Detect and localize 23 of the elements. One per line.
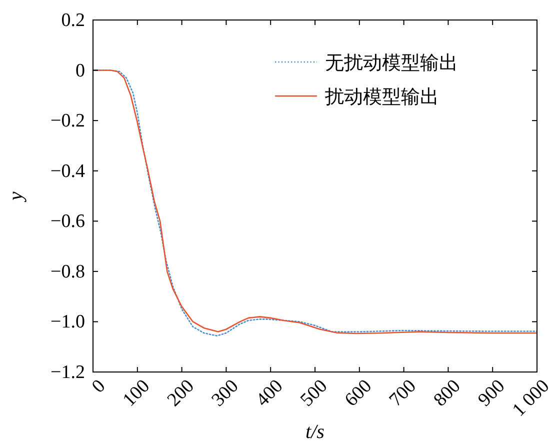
y-tick-label: 0.2 [61,10,85,31]
y-tick-label: −0.4 [50,160,86,182]
x-tick-label: 900 [474,376,510,411]
x-tick-label: 800 [430,376,465,411]
x-tick-label: 300 [208,376,243,411]
y-tick-label: 0 [76,60,85,82]
y-tick-label: −1.2 [50,362,85,383]
y-tick-label: −0.8 [50,261,85,282]
y-tick-label: −0.2 [50,110,85,132]
x-tick-label: 100 [118,376,154,411]
x-tick-label: 600 [340,376,376,411]
x-tick-label: 200 [163,376,198,411]
x-tick-label: 400 [252,376,288,411]
x-tick-label: 1 000 [508,376,552,421]
x-axis-title: t/s [306,421,325,443]
x-tick-label: 500 [296,376,332,411]
y-axis-title: y [5,191,27,202]
y-tick-label: −0.6 [50,211,85,232]
legend-label: 扰动模型输出 [324,87,439,108]
x-tick-label: 0 [88,376,110,398]
legend-label: 无扰动模型输出 [325,53,458,74]
y-tick-label: −1.0 [50,312,85,333]
x-tick-label: 700 [385,376,420,411]
